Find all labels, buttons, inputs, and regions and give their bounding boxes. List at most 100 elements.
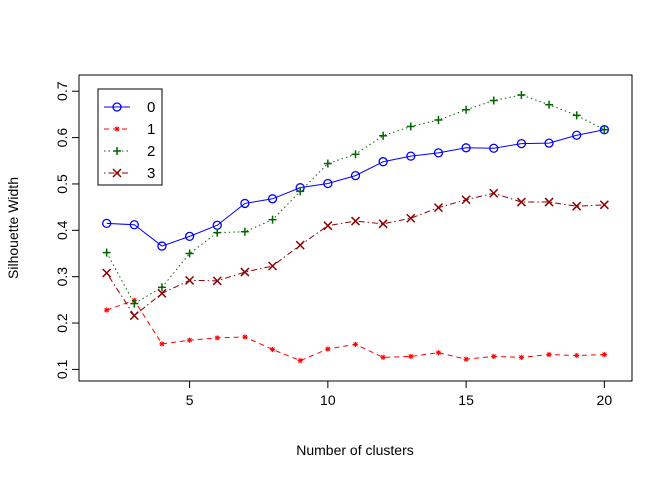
y-axis-title: Silhouette Width [5,177,21,279]
plot-frame [78,74,633,382]
y-tick-label: 0.2 [54,313,70,333]
data-point [489,143,499,153]
data-point [185,275,195,285]
data-point [130,299,139,308]
series-line [106,94,605,305]
data-point [408,353,414,360]
data-point [352,341,359,347]
data-point [379,131,388,140]
legend-label: 1 [147,121,155,138]
data-point [185,249,194,258]
x-axis: 5 10 15 20 [186,381,613,408]
data-point [517,90,526,99]
y-tick-label: 0.6 [54,128,70,148]
x-tick-label: 10 [320,392,336,408]
data-point [296,187,305,196]
data-point [516,197,526,207]
data-point [433,148,444,158]
data-point [544,197,554,207]
data-point [461,143,471,153]
legend-label: 2 [147,143,155,160]
data-point [295,240,305,250]
data-point [600,125,609,134]
series-3 [102,188,609,321]
series-0 [102,125,609,251]
data-point [599,200,609,210]
data-point [214,335,220,341]
y-tick-label: 0.4 [54,220,70,240]
data-point [102,268,112,278]
data-point [212,276,222,286]
data-point [267,194,278,204]
data-point [323,221,333,231]
data-point [157,288,167,298]
legend-box [97,88,163,186]
data-point [380,354,386,360]
data-point [406,213,416,223]
legend-item: 0 [104,99,155,116]
data-point [545,100,554,109]
data-point [351,150,360,159]
data-point [434,115,443,124]
x-axis-title: Number of clusters [296,442,413,458]
data-point [102,248,111,257]
data-point [269,346,276,353]
series-2 [102,90,609,308]
data-point [518,354,524,360]
data-point [406,122,415,131]
data-point [516,138,527,149]
series-1 [104,297,607,364]
data-point [114,126,120,132]
y-tick-label: 0.1 [54,359,70,379]
data-point [157,283,166,292]
series-layer [102,90,609,364]
data-point [102,218,112,229]
series-line [106,129,605,247]
data-point [157,241,167,251]
data-point [601,351,607,358]
data-point [268,261,278,271]
y-tick-label: 0.5 [54,174,70,194]
data-point [240,227,249,236]
data-point [184,231,195,241]
data-point [463,356,469,362]
data-point [325,346,331,352]
data-point [187,337,193,343]
legend: 0 1 2 3 [97,88,163,186]
data-point [104,307,110,313]
series-line [106,299,605,362]
data-point [406,151,416,161]
y-axis: 0.1 0.2 0.3 0.4 0.5 0.6 0.7 [54,81,79,379]
legend-item: 3 [104,165,155,182]
legend-label: 0 [147,99,155,116]
data-point [546,351,552,358]
data-point [323,178,333,189]
x-tick-label: 20 [597,392,613,408]
data-point [268,215,277,224]
x-tick-label: 15 [458,392,474,408]
data-point [572,201,582,211]
data-point [129,311,139,321]
data-point [112,102,122,112]
legend-item: 1 [104,121,155,138]
data-point [544,138,554,148]
y-tick-label: 0.3 [54,267,70,287]
y-tick-label: 0.7 [54,81,70,101]
data-point [297,358,303,364]
data-point [572,111,581,120]
data-point [572,130,582,140]
data-point [159,341,165,347]
data-point [433,203,443,213]
data-point [462,105,471,114]
series-line [106,192,605,317]
data-point [491,353,497,360]
data-point [350,170,361,181]
data-point [129,220,139,230]
data-point [489,96,498,105]
data-point [113,147,121,155]
data-point [435,350,442,356]
data-point [323,159,332,168]
data-point [240,198,250,209]
data-point [350,216,361,226]
